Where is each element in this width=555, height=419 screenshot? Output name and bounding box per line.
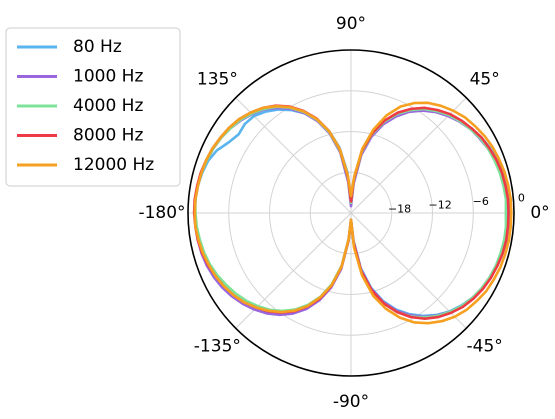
ring-gridline-0 <box>309 171 393 255</box>
angle-tick-label: -180° <box>138 203 185 223</box>
polar-grid <box>187 49 515 377</box>
series-lines <box>192 101 513 325</box>
angle-tick-label: -135° <box>194 337 241 357</box>
polar-boundary <box>187 49 515 377</box>
ring-gridline-1 <box>269 131 433 295</box>
angle-tick-label: -90° <box>333 392 369 412</box>
angle-tick-label: -45° <box>467 337 503 357</box>
legend-label-0: 80 Hz <box>73 37 122 57</box>
legend-label-4: 12000 Hz <box>73 155 154 175</box>
radial-tick-label: −6 <box>473 195 489 208</box>
legend: 80 Hz 1000 Hz 4000 Hz 8000 Hz 12000 Hz <box>5 27 181 187</box>
legend-frame <box>5 27 181 187</box>
radial-tick-label: −12 <box>429 199 452 212</box>
legend-label-1: 1000 Hz <box>73 67 143 87</box>
angle-tick-label: 45° <box>470 69 500 89</box>
series-line-4 <box>193 101 513 325</box>
ring-gridline-2 <box>228 90 474 336</box>
radial-tick-label: 0 <box>518 192 525 205</box>
angle-tick-label: 90° <box>336 14 366 34</box>
legend-label-3: 8000 Hz <box>73 126 143 146</box>
radial-tick-label: −18 <box>388 202 411 215</box>
legend-label-2: 4000 Hz <box>73 96 143 116</box>
angle-tick-label: 135° <box>197 69 238 89</box>
angle-tick-label: 0° <box>530 203 549 223</box>
tick-labels: 0° 45° 90° 135° -180° -135° -90° -45° −18 −12 −6 0 <box>138 14 549 412</box>
